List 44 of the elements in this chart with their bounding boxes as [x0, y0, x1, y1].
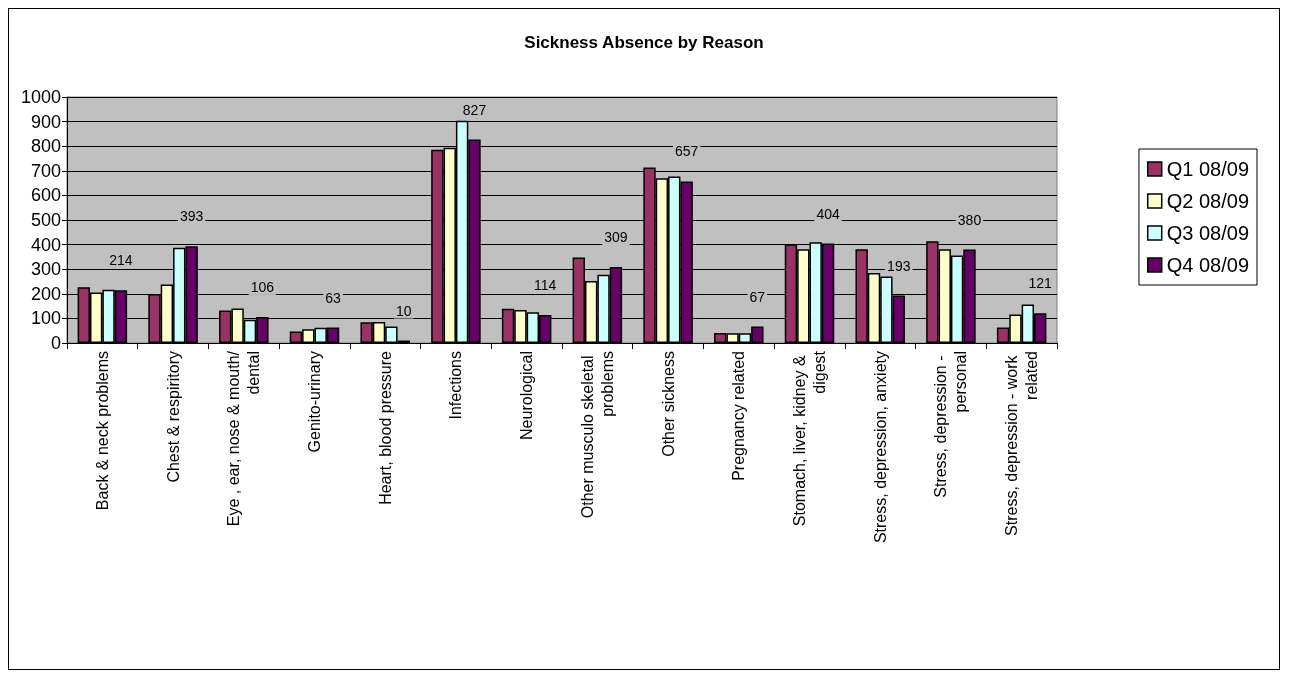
x-tick-label: Stress, depression, anxiety — [871, 351, 889, 544]
legend-label: Q2 08/09 — [1166, 190, 1250, 212]
data-label: 657 — [674, 143, 699, 160]
x-tick-label: Eye , ear, nose & mouth/dental — [225, 350, 263, 527]
y-tick-label: 100 — [30, 308, 61, 329]
data-label: 10 — [395, 302, 412, 319]
legend-label: Q1 08/09 — [1166, 158, 1250, 180]
y-tick-label: 500 — [30, 210, 61, 230]
data-label: 193 — [887, 257, 911, 274]
data-label: 121 — [1028, 275, 1053, 292]
data-label: 404 — [816, 205, 840, 222]
data-label: 380 — [957, 211, 982, 228]
x-tick-label: Other sickness — [659, 351, 677, 457]
data-label: 106 — [250, 278, 275, 295]
data-label: 114 — [534, 276, 557, 293]
x-tick-label: Chest & respiritory — [164, 351, 182, 483]
data-label: 827 — [462, 101, 487, 118]
x-tick-label: Back & neck problems — [93, 351, 111, 511]
y-tick-label: 200 — [30, 283, 61, 304]
data-label: 63 — [325, 289, 342, 306]
x-tick-label: Pregnancy related — [730, 351, 748, 481]
y-tick-label: 300 — [30, 259, 61, 280]
chart-title: Sickness Absence by Reason — [524, 33, 764, 52]
x-tick-label: Infections — [447, 351, 465, 420]
y-tick-label: 600 — [30, 185, 61, 206]
data-label: 214 — [109, 252, 133, 269]
y-tick-label: 900 — [30, 111, 61, 132]
data-label: 393 — [179, 208, 204, 225]
x-tick-label: Stomach, liver, kidney & digest — [791, 350, 828, 527]
data-label: 309 — [604, 228, 628, 245]
x-tick-label: Heart, blood pressure — [376, 350, 394, 505]
y-tick-label: 400 — [30, 234, 61, 255]
x-tick-label: Other musculo skeletal problems — [578, 351, 616, 519]
x-tick-label: Neurological — [518, 351, 536, 440]
y-tick-label: 700 — [30, 160, 61, 181]
x-tick-label: Genito-urinary — [306, 351, 323, 453]
x-tick-label: Stress, depression - work related — [1003, 351, 1041, 536]
legend-label: Q4 08/09 — [1166, 254, 1250, 276]
y-tick-label: 0 — [50, 333, 61, 353]
y-tick-label: 1000 — [20, 87, 61, 107]
y-tick-label: 800 — [30, 136, 61, 157]
x-tick-label: Stress, depression - personal — [932, 351, 970, 498]
data-label: 67 — [749, 288, 766, 305]
legend-label: Q3 08/09 — [1166, 222, 1250, 244]
